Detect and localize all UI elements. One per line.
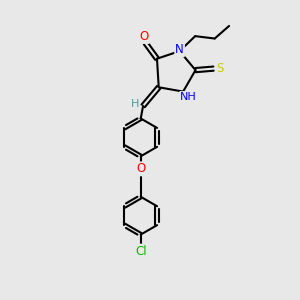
Text: S: S — [216, 62, 224, 75]
Text: O: O — [140, 30, 149, 43]
Text: O: O — [136, 162, 146, 176]
Text: NH: NH — [180, 92, 197, 102]
Text: Cl: Cl — [135, 244, 146, 258]
Text: H: H — [130, 99, 139, 109]
Text: N: N — [175, 43, 184, 56]
